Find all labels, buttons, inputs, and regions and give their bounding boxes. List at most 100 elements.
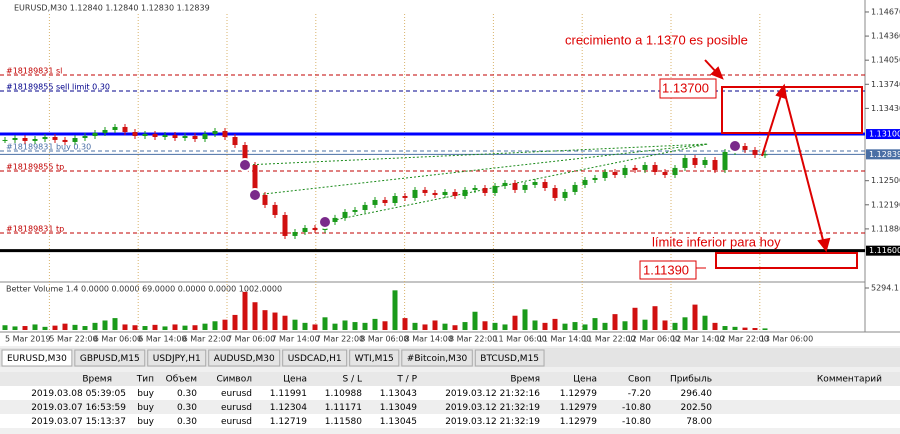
candle-body <box>512 182 518 190</box>
y-tick-label: 1.12190 <box>871 200 900 209</box>
volume-bar <box>232 314 238 330</box>
price-tag-label: 1.12839 <box>869 150 900 159</box>
candle-body <box>272 204 278 215</box>
candle-body <box>262 194 268 205</box>
volume-bar <box>92 322 98 330</box>
volume-bar <box>272 312 278 330</box>
tab[interactable] <box>1 349 73 367</box>
candle-body <box>242 145 248 165</box>
tab-label[interactable]: EURUSD,M30 <box>7 354 67 364</box>
candle-body <box>202 133 208 140</box>
candle-body <box>332 217 338 222</box>
tab-label[interactable]: GBPUSD,M15 <box>80 354 140 364</box>
tab[interactable] <box>349 349 400 367</box>
volume-bar <box>352 322 358 330</box>
chart-header: EURUSD,M30 1.12840 1.12840 1.12830 1.128… <box>14 4 210 13</box>
volume-bar <box>362 322 368 330</box>
tab[interactable] <box>147 349 207 367</box>
price-tag-label: 1.13100 <box>869 130 900 139</box>
candle-body <box>232 136 238 146</box>
tab-label[interactable]: AUDUSD,M30 <box>214 354 275 364</box>
y-tick-label: 1.13430 <box>871 104 900 113</box>
y-tick-label: 1.12500 <box>871 176 900 185</box>
candle-body <box>312 227 318 230</box>
table-row[interactable] <box>0 414 900 428</box>
tab[interactable] <box>401 349 473 367</box>
volume-bar <box>62 323 68 330</box>
order-label: #18189831 buy 0.30 <box>6 142 91 151</box>
candle-body <box>172 134 178 139</box>
volume-bar <box>202 323 208 330</box>
volume-bar <box>652 306 658 330</box>
volume-bar <box>152 324 158 330</box>
tab-label[interactable]: BTCUSD,M15 <box>480 354 539 364</box>
volume-bar <box>472 311 478 330</box>
order-marker <box>728 139 742 154</box>
volume-bar <box>692 304 698 330</box>
volume-bar <box>102 320 108 330</box>
price-tag <box>866 245 900 256</box>
annotation-box <box>639 260 697 280</box>
order-label: #18189855 sell limit 0.30 <box>6 82 110 91</box>
table-cell: buy <box>137 403 154 413</box>
x-tick-label: 11 Mar 22:00 <box>582 335 635 344</box>
volume-bar <box>2 325 8 330</box>
table-cell: eurusd <box>221 389 252 399</box>
table-row[interactable] <box>0 386 900 400</box>
limit-zone <box>715 252 858 269</box>
candle-body <box>162 134 168 137</box>
candle-body <box>682 157 688 168</box>
volume-bar <box>742 327 748 330</box>
volume-title: Better Volume 1.4 0.0000 0.0000 69.0000 … <box>6 285 282 294</box>
volume-bar <box>442 323 448 330</box>
candle-body <box>522 184 528 190</box>
tab[interactable] <box>282 349 348 367</box>
volume-bar <box>112 318 118 330</box>
candle-body <box>702 160 708 165</box>
price-tag <box>866 129 900 140</box>
tab-label[interactable]: USDJPY,H1 <box>153 354 201 364</box>
volume-bar <box>712 322 718 330</box>
volume-bar <box>612 314 618 330</box>
candle-body <box>422 189 428 193</box>
candle-body <box>252 164 258 195</box>
volume-bar <box>452 325 458 330</box>
volume-bar <box>162 326 168 330</box>
x-tick-label: 11 Mar 06:00 <box>493 335 546 344</box>
candle-body <box>582 179 588 185</box>
annotation: límite inferior para hoy <box>652 234 781 249</box>
candle-body <box>372 199 378 205</box>
table-cell: 1.11580 <box>325 417 362 427</box>
volume-bar <box>212 321 218 330</box>
table-cell: 296.40 <box>681 389 713 399</box>
candle-body <box>132 132 138 136</box>
column-header: Символ <box>217 375 253 385</box>
candle-body <box>112 126 118 130</box>
tab[interactable] <box>74 349 146 367</box>
table-cell: 2019.03.07 15:13:37 <box>31 417 126 427</box>
volume-bar <box>552 318 558 330</box>
tab-label[interactable]: USDCAD,H1 <box>288 354 342 364</box>
x-tick-label: 13 Mar 06:00 <box>760 335 813 344</box>
volume-bar <box>702 315 708 330</box>
table-cell: -10.80 <box>622 403 651 413</box>
column-header: Своп <box>628 375 651 385</box>
tab[interactable] <box>208 349 281 367</box>
volume-bar <box>372 318 378 330</box>
candle-body <box>42 136 48 140</box>
candle-body <box>442 191 448 195</box>
candle-body <box>82 135 88 139</box>
candle-body <box>92 132 98 136</box>
tab-label[interactable]: #Bitcoin,M30 <box>407 354 468 364</box>
order-marker <box>318 214 332 229</box>
annotation: crecimiento a 1.1370 es posible <box>565 32 748 47</box>
x-tick-label: 7 Mar 06:00 <box>227 335 275 344</box>
volume-bar <box>432 320 438 330</box>
candle-body <box>712 160 718 170</box>
volume-bar <box>142 326 148 330</box>
tab[interactable] <box>474 349 545 367</box>
table-row[interactable] <box>0 400 900 414</box>
tab-label[interactable]: WTI,M15 <box>355 354 394 364</box>
table-cell: 0.30 <box>177 417 197 427</box>
